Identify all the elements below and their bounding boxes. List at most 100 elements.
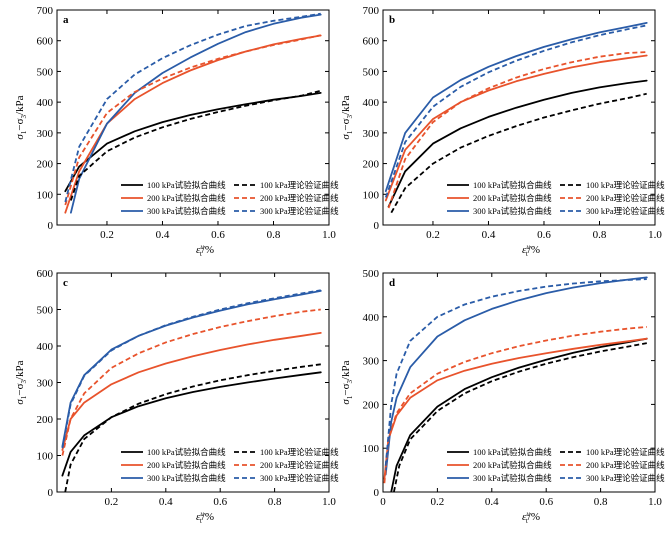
x-tick-label: 0.6 bbox=[211, 229, 225, 241]
x-tick-label: 0.4 bbox=[159, 496, 173, 508]
y-axis-label: σ1−σ3/kPa bbox=[14, 360, 28, 404]
plot-frame bbox=[382, 272, 656, 493]
x-axis-label: εu t/% bbox=[196, 510, 214, 525]
y-tick-label: 200 bbox=[363, 159, 380, 171]
legend-label: 300 kPa试验拟合曲线 bbox=[147, 206, 226, 216]
legend-label: 100 kPa试验拟合曲线 bbox=[147, 180, 226, 190]
y-tick-label: 600 bbox=[37, 268, 54, 280]
panel-label: b bbox=[389, 14, 395, 26]
series-line-3 bbox=[384, 276, 648, 476]
y-tick-label: 300 bbox=[363, 128, 380, 140]
series-group bbox=[64, 12, 322, 214]
x-tick-label: 0.2 bbox=[100, 229, 114, 241]
legend-label: 200 kPa理论验证曲线 bbox=[586, 193, 665, 203]
y-tick-label: 0 bbox=[48, 220, 54, 232]
series-group bbox=[383, 276, 648, 492]
y-tick-label: 100 bbox=[363, 189, 380, 201]
series-line-4 bbox=[393, 342, 647, 492]
series-line-2 bbox=[61, 331, 322, 451]
series-line-6 bbox=[64, 12, 321, 203]
y-tick-label: 500 bbox=[37, 66, 54, 78]
x-axis-label: εu t/% bbox=[196, 243, 214, 258]
series-line-3 bbox=[384, 21, 648, 193]
chart-panel-d: 0 100 200 300 400 500 0 0.2 0.4 0.6 0.8 1.0 d σ1−σ3/k… bbox=[340, 268, 665, 525]
y-tick-label: 200 bbox=[363, 399, 380, 411]
series-line-1 bbox=[64, 92, 322, 193]
series-line-5 bbox=[64, 34, 321, 206]
legend-label: 200 kPa理论验证曲线 bbox=[260, 460, 339, 470]
legend: 100 kPa试验拟合曲线 200 kPa试验拟合曲线 300 kPa试验拟合曲线 1… bbox=[447, 180, 665, 216]
x-tick-label: 0 bbox=[380, 496, 386, 508]
y-tick-label: 100 bbox=[37, 451, 54, 463]
x-tick-label: 0.6 bbox=[213, 496, 227, 508]
y-tick-label: 400 bbox=[363, 97, 380, 109]
y-tick-label: 300 bbox=[37, 128, 54, 140]
x-tick-label: 0.8 bbox=[593, 229, 607, 241]
y-tick-label: 500 bbox=[363, 268, 380, 280]
x-tick-label: 0.6 bbox=[539, 496, 553, 508]
x-tick-label: 0.4 bbox=[482, 229, 496, 241]
plot-frame bbox=[382, 9, 656, 226]
legend-label: 200 kPa理论验证曲线 bbox=[260, 193, 339, 203]
x-tick-label: 0.8 bbox=[268, 496, 282, 508]
y-tick-label: 400 bbox=[37, 97, 54, 109]
y-tick-label: 700 bbox=[363, 5, 380, 17]
y-tick-label: 300 bbox=[37, 378, 54, 390]
series-line-1 bbox=[387, 79, 648, 208]
y-axis-label: σ1−σ3/kPa bbox=[340, 95, 354, 139]
legend-label: 300 kPa试验拟合曲线 bbox=[473, 473, 552, 483]
series-line-4 bbox=[64, 363, 321, 492]
series-line-5 bbox=[61, 308, 321, 456]
series-line-1 bbox=[61, 371, 322, 477]
x-tick-label: 0.2 bbox=[431, 496, 445, 508]
y-axis-label: σ1−σ3/kPa bbox=[340, 360, 354, 404]
series-line-5 bbox=[387, 51, 647, 209]
y-tick-label: 0 bbox=[374, 487, 380, 499]
y-tick-label: 300 bbox=[363, 356, 380, 368]
x-tick-label: 1.0 bbox=[322, 496, 336, 508]
y-tick-label: 600 bbox=[363, 36, 380, 48]
chart-panel-b: 0 100 200 300 400 500 600 700 0.2 0.4 0.6 0.8 1.0 b σ1… bbox=[340, 5, 665, 258]
x-axis-label: εu t/% bbox=[522, 510, 540, 525]
y-tick-label: 500 bbox=[363, 66, 380, 78]
x-tick-label: 0.4 bbox=[156, 229, 170, 241]
legend-label: 100 kPa理论验证曲线 bbox=[260, 180, 339, 190]
legend-label: 200 kPa试验拟合曲线 bbox=[473, 460, 552, 470]
legend-label: 200 kPa理论验证曲线 bbox=[586, 460, 665, 470]
chart-panel-a: 0 100 200 300 400 500 600 700 0.2 0.4 0.6 0.8 1.0 a σ1… bbox=[14, 5, 339, 258]
panel-label: a bbox=[63, 14, 69, 26]
y-tick-label: 100 bbox=[363, 443, 380, 455]
series-line-2 bbox=[384, 54, 648, 202]
legend: 100 kPa试验拟合曲线 200 kPa试验拟合曲线 300 kPa试验拟合曲线 1… bbox=[447, 447, 665, 483]
legend-label: 100 kPa理论验证曲线 bbox=[586, 447, 665, 457]
legend-label: 300 kPa理论验证曲线 bbox=[260, 473, 339, 483]
legend-label: 100 kPa试验拟合曲线 bbox=[473, 447, 552, 457]
panel-label: c bbox=[63, 277, 68, 289]
series-line-6 bbox=[384, 278, 647, 466]
y-axis-label: σ1−σ3/kPa bbox=[14, 95, 28, 139]
plot-frame bbox=[56, 9, 330, 226]
legend: 100 kPa试验拟合曲线 200 kPa试验拟合曲线 300 kPa试验拟合曲线 1… bbox=[121, 180, 339, 216]
legend-label: 100 kPa试验拟合曲线 bbox=[473, 180, 552, 190]
legend-label: 100 kPa试验拟合曲线 bbox=[147, 447, 226, 457]
y-tick-label: 200 bbox=[37, 414, 54, 426]
legend-label: 100 kPa理论验证曲线 bbox=[586, 180, 665, 190]
y-tick-label: 400 bbox=[37, 341, 54, 353]
legend-label: 200 kPa试验拟合曲线 bbox=[147, 460, 226, 470]
x-tick-label: 0.8 bbox=[594, 496, 608, 508]
legend-label: 200 kPa试验拟合曲线 bbox=[473, 193, 552, 203]
x-axis-label: εu t/% bbox=[522, 243, 540, 258]
legend-label: 300 kPa理论验证曲线 bbox=[260, 206, 339, 216]
legend-label: 100 kPa理论验证曲线 bbox=[260, 447, 339, 457]
panel-label: d bbox=[389, 277, 395, 289]
legend-label: 200 kPa试验拟合曲线 bbox=[147, 193, 226, 203]
x-tick-label: 0.4 bbox=[485, 496, 499, 508]
y-tick-label: 200 bbox=[37, 159, 54, 171]
x-tick-label: 0.8 bbox=[267, 229, 281, 241]
legend-label: 300 kPa试验拟合曲线 bbox=[147, 473, 226, 483]
series-group bbox=[384, 21, 648, 214]
series-group bbox=[61, 289, 322, 492]
legend: 100 kPa试验拟合曲线 200 kPa试验拟合曲线 300 kPa试验拟合曲线 1… bbox=[121, 447, 339, 483]
series-line-2 bbox=[64, 34, 322, 214]
